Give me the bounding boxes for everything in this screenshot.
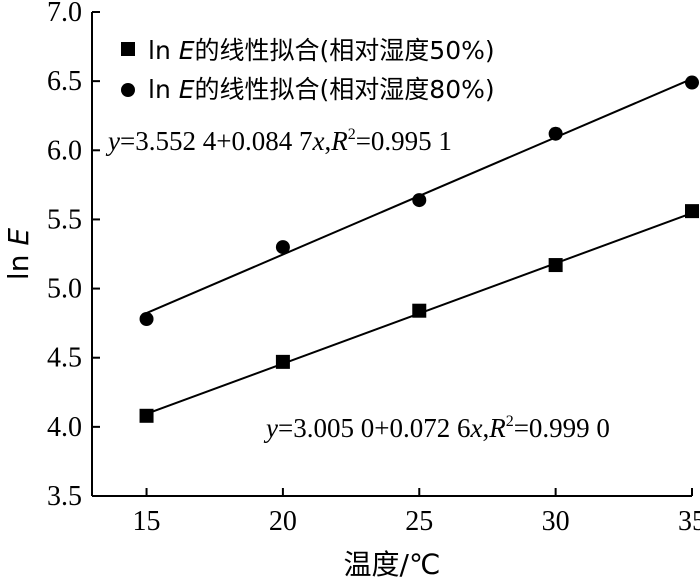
legend-label-80: ln E的线性拟合(相对湿度80%): [148, 75, 495, 104]
y-tick-label: 5.5: [47, 204, 82, 235]
data-point-square: [412, 303, 427, 318]
data-point-circle: [275, 240, 290, 255]
y-tick-label: 6.0: [47, 135, 82, 166]
x-tick-label: 35: [678, 506, 700, 537]
y-tick-label: 4.0: [47, 412, 82, 443]
y-ticks: 3.5 4.0 4.5 5.0 5.5 6.0 6.5 7.0: [47, 0, 100, 512]
data-point-circle: [412, 193, 427, 208]
data-point-circle: [685, 75, 699, 90]
legend-label-50: ln E的线性拟合(相对湿度50%): [148, 36, 495, 65]
legend-marker-circle: [121, 83, 135, 97]
equation-80: y=3.552 4+0.084 7x,R2=0.995 1: [105, 126, 452, 156]
x-tick-label: 20: [269, 506, 297, 537]
series-layer: [139, 75, 699, 423]
x-tick-label: 15: [133, 506, 161, 537]
x-axis-label: 温度/℃: [344, 548, 441, 581]
y-tick-label: 7.0: [47, 0, 82, 28]
y-tick-label: 3.5: [47, 481, 82, 512]
data-point-circle: [139, 311, 154, 326]
equation-50: y=3.005 0+0.072 6x,R2=0.999 0: [263, 413, 610, 443]
y-tick-label: 6.5: [47, 66, 82, 97]
data-point-square: [139, 408, 154, 423]
legend: ln E的线性拟合(相对湿度50%) ln E的线性拟合(相对湿度80%): [121, 36, 495, 104]
data-point-square: [275, 354, 290, 369]
data-point-square: [548, 258, 563, 273]
y-tick-label: 4.5: [47, 343, 82, 374]
x-tick-label: 25: [405, 506, 433, 537]
x-tick-label: 30: [542, 506, 570, 537]
y-tick-label: 5.0: [47, 274, 82, 305]
data-point-circle: [548, 126, 563, 141]
legend-marker-square: [121, 42, 135, 56]
y-axis-label: ln E: [2, 228, 35, 280]
data-point-square: [685, 204, 699, 219]
x-ticks: 15 20 25 30 35: [133, 488, 700, 537]
